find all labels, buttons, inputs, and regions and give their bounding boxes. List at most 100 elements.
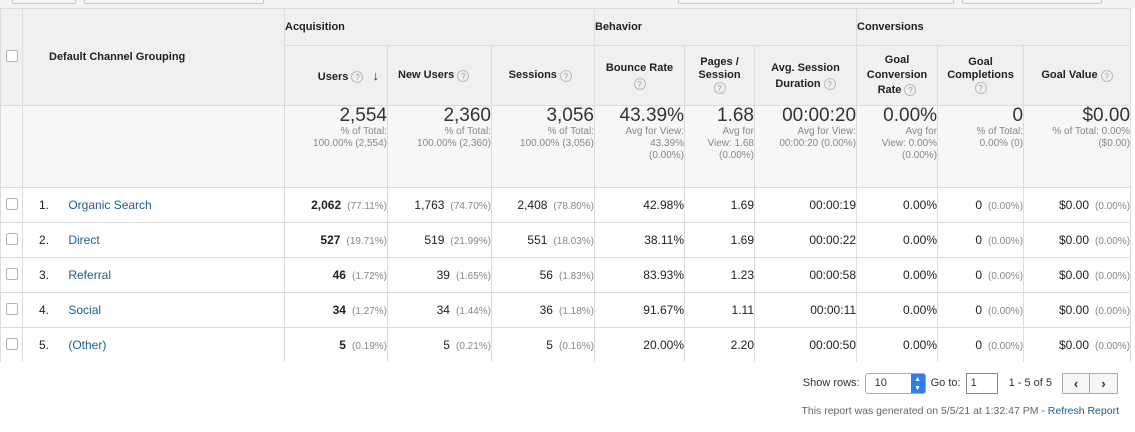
goto-page-input[interactable]: 1 xyxy=(965,372,998,394)
col-goal-conversion-rate[interactable]: Goal Conversion Rate ? xyxy=(856,45,939,106)
help-icon[interactable]: ? xyxy=(713,82,726,95)
goal-value-value: $0.00 xyxy=(1058,303,1090,317)
col-goal-value[interactable]: Goal Value ? xyxy=(1023,45,1132,106)
completions-pct: (0.00%) xyxy=(988,306,1024,317)
channel-link[interactable]: Referral xyxy=(68,268,112,282)
sessions-pct: (0.16%) xyxy=(558,341,594,352)
col-users[interactable]: Users ? ↓ xyxy=(284,45,388,106)
header-group-row: Default Channel Grouping Acquisition Beh… xyxy=(0,8,1132,106)
help-icon[interactable]: ? xyxy=(633,77,646,90)
totals-label-cell xyxy=(22,105,285,188)
goal-value-value: $0.00 xyxy=(1058,198,1090,212)
bounce-rate-cell: 83.93% xyxy=(594,257,685,293)
col-pages-session[interactable]: Pages / Session ? xyxy=(684,45,755,106)
row-checkbox[interactable] xyxy=(5,267,18,280)
channel-cell: 3. Referral xyxy=(22,257,285,293)
row-check-cell xyxy=(0,292,23,328)
new-users-value: 519 xyxy=(424,233,445,247)
conv-rate-cell: 0.00% xyxy=(856,257,939,293)
refresh-report-link[interactable]: Refresh Report xyxy=(1047,405,1119,417)
help-icon[interactable]: ? xyxy=(351,71,364,84)
sort-desc-icon: ↓ xyxy=(372,67,380,83)
channel-cell: 5. (Other) xyxy=(22,327,285,363)
goal-value-pct: (0.00%) xyxy=(1095,306,1131,317)
help-icon[interactable]: ? xyxy=(904,84,917,97)
goal-value-value: $0.00 xyxy=(1058,233,1090,247)
help-icon[interactable]: ? xyxy=(560,69,572,82)
pages-session-cell: 1.23 xyxy=(684,257,755,293)
channel-link[interactable]: (Other) xyxy=(68,338,107,352)
total-pages-session: 1.68 Avg for View: 1.68 (0.00%) xyxy=(684,105,755,188)
total-avg-session-duration: 00:00:20 Avg for View: 00:00:20 (0.00%) xyxy=(753,105,858,188)
completions-value: 0 xyxy=(975,198,983,212)
toolbar-search-box[interactable] xyxy=(678,0,954,4)
channel-link[interactable]: Social xyxy=(68,303,102,317)
channel-link[interactable]: Organic Search xyxy=(68,198,152,212)
channel-cell: 2. Direct xyxy=(22,222,285,258)
show-rows-label: Show rows: xyxy=(802,377,860,389)
select-all-cell xyxy=(0,8,23,106)
new-users-cell: 34 (1.44%) xyxy=(387,292,492,328)
col-avg-session-duration[interactable]: Avg. Session Duration ? xyxy=(753,45,858,106)
select-all-checkbox[interactable] xyxy=(5,49,18,62)
sessions-pct: (78.80%) xyxy=(553,201,594,212)
completions-cell: 0 (0.00%) xyxy=(937,222,1025,258)
row-checkbox[interactable] xyxy=(5,337,18,350)
goal-value-pct: (0.00%) xyxy=(1095,236,1131,247)
col-new-users[interactable]: New Users ? xyxy=(387,45,492,106)
users-pct: (77.11%) xyxy=(347,201,387,212)
bounce-rate-cell: 91.67% xyxy=(594,292,685,328)
chevron-right-icon: › xyxy=(1101,375,1106,391)
help-icon[interactable]: ? xyxy=(1100,69,1113,82)
col-sessions[interactable]: Sessions ? xyxy=(491,45,595,106)
goal-value-pct: (0.00%) xyxy=(1095,201,1131,212)
table-row: 4. Social 34 (1.27%) 34 (1.44%) 36 (1.18%) … xyxy=(0,292,1132,328)
users-cell: 5 (0.19%) xyxy=(284,327,388,363)
table-row: 2. Direct 527 (19.71%) 519 (21.99%) 551 (18… xyxy=(0,222,1132,258)
toolbar-button[interactable] xyxy=(12,0,76,4)
goto-label: Go to: xyxy=(930,377,961,389)
goal-value-value: $0.00 xyxy=(1058,338,1090,352)
users-value: 5 xyxy=(339,338,346,352)
col-goal-completions[interactable]: Goal Completions ? xyxy=(937,45,1025,106)
new-users-cell: 39 (1.65%) xyxy=(387,257,492,293)
avg-duration-cell: 00:00:22 xyxy=(753,222,858,258)
toolbar-view-toggle[interactable] xyxy=(962,0,1102,4)
row-check-cell xyxy=(0,327,23,363)
show-rows-select[interactable]: 10 ▲ ▼ xyxy=(864,372,926,394)
dimension-header[interactable]: Default Channel Grouping xyxy=(22,8,285,106)
users-value: 46 xyxy=(332,268,346,282)
sessions-pct: (1.18%) xyxy=(558,306,594,317)
avg-duration-cell: 00:00:11 xyxy=(753,292,858,328)
row-checkbox[interactable] xyxy=(5,232,18,245)
users-value: 2,062 xyxy=(311,198,342,212)
sessions-cell: 2,408 (78.80%) xyxy=(491,187,595,223)
row-checkbox[interactable] xyxy=(5,197,18,210)
goal-value-cell: $0.00 (0.00%) xyxy=(1023,222,1132,258)
help-icon[interactable]: ? xyxy=(823,77,836,90)
bounce-rate-cell: 20.00% xyxy=(594,327,685,363)
sessions-cell: 36 (1.18%) xyxy=(491,292,595,328)
conv-rate-cell: 0.00% xyxy=(856,222,939,258)
next-page-button[interactable]: › xyxy=(1090,372,1118,394)
pages-session-cell: 1.69 xyxy=(684,187,755,223)
toolbar-dropdown[interactable] xyxy=(84,0,264,4)
bounce-rate-cell: 38.11% xyxy=(594,222,685,258)
table-row: 1. Organic Search 2,062 (77.11%) 1,763 (74… xyxy=(0,187,1132,223)
new-users-pct: (0.21%) xyxy=(455,341,491,352)
row-checkbox[interactable] xyxy=(5,302,18,315)
help-icon[interactable]: ? xyxy=(457,69,470,82)
col-bounce-rate[interactable]: Bounce Rate ? xyxy=(594,45,685,106)
table-row: 3. Referral 46 (1.72%) 39 (1.65%) 56 (1.83%… xyxy=(0,257,1132,293)
completions-value: 0 xyxy=(975,233,983,247)
prev-page-button[interactable]: ‹ xyxy=(1062,372,1090,394)
pages-session-cell: 2.20 xyxy=(684,327,755,363)
channel-link[interactable]: Direct xyxy=(68,233,100,247)
channel-cell: 4. Social xyxy=(22,292,285,328)
users-pct: (19.71%) xyxy=(346,236,387,247)
goal-value-cell: $0.00 (0.00%) xyxy=(1023,327,1132,363)
new-users-pct: (21.99%) xyxy=(450,236,491,247)
page-nav-buttons: ‹ › xyxy=(1062,372,1118,394)
total-sessions: 3,056 % of Total: 100.00% (3,056) xyxy=(491,105,595,188)
help-icon[interactable]: ? xyxy=(974,82,987,95)
